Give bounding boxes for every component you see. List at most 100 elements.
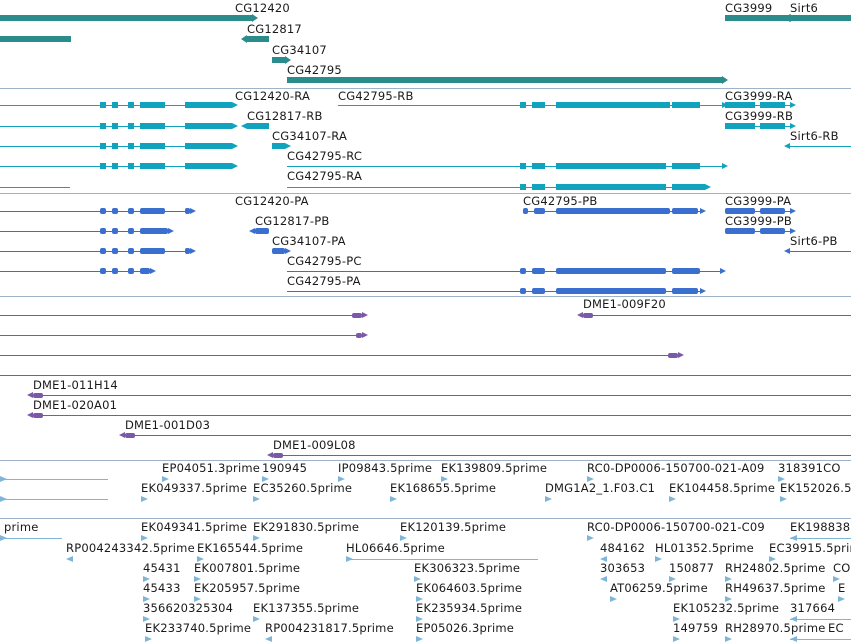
arrow-right-icon — [722, 76, 728, 84]
track-est2: prime EK049341.5prime EK291830.5prime EK120… — [0, 518, 851, 643]
exon-block — [556, 288, 666, 294]
feature-label: 190945 — [262, 461, 308, 475]
exon-block — [556, 102, 670, 108]
feature-label: CG12420-RA — [235, 89, 311, 103]
feature-label: 356620325304 — [143, 601, 234, 615]
feature-label: HL06646.5prime — [346, 541, 445, 555]
feature-line — [725, 211, 790, 212]
arrow-left-icon — [577, 312, 583, 318]
exon-block — [0, 15, 252, 21]
exon-block — [128, 248, 134, 254]
feature-label: CG3999-PB — [725, 214, 792, 228]
arrow-right-icon — [145, 636, 152, 642]
exon-block — [790, 15, 851, 21]
feature-label: EK007801.5prime — [194, 561, 301, 575]
feature-label: CG42795-RA — [287, 169, 363, 183]
arrow-left-icon — [784, 143, 790, 149]
exon-block — [532, 184, 545, 190]
arrow-left-icon — [790, 636, 797, 642]
arrow-right-icon — [232, 163, 238, 169]
exon-block — [556, 184, 666, 190]
exon-block — [140, 248, 165, 254]
feature-line — [0, 315, 362, 316]
arrow-right-icon — [587, 535, 594, 541]
feature-line — [0, 187, 70, 188]
feature-label: CG34107 — [272, 43, 327, 57]
exon-block — [534, 208, 545, 214]
feature-label: 484162 — [600, 541, 646, 555]
arrow-right-icon — [253, 616, 260, 622]
exon-block — [185, 143, 232, 149]
arrow-right-icon — [673, 616, 680, 622]
feature-label: CG12817-PB — [255, 214, 330, 228]
exon-block — [725, 15, 790, 21]
arrow-left-icon — [249, 228, 255, 234]
exon-block — [672, 268, 700, 274]
arrow-right-icon — [705, 184, 711, 190]
feature-label: EK233740.5prime — [145, 621, 252, 635]
feature-line — [287, 291, 700, 292]
feature-label: RC0-DP0006-150700-021-C09 — [587, 520, 765, 534]
feature-line — [790, 619, 851, 620]
exon-block — [523, 208, 528, 214]
arrow-right-icon — [362, 332, 368, 338]
arrow-right-icon — [285, 56, 291, 64]
arrow-right-icon — [655, 556, 662, 562]
arrow-right-icon — [141, 496, 148, 502]
exon-block — [185, 163, 232, 169]
exon-block — [112, 268, 118, 274]
feature-label: EK168655.5prime — [390, 481, 497, 495]
feature-line — [0, 335, 362, 336]
feature-label: EK104458.5prime — [669, 481, 776, 495]
arrow-right-icon — [232, 123, 238, 129]
arrow-right-icon — [232, 143, 238, 149]
exon-block — [532, 288, 545, 294]
arrow-left-icon — [600, 556, 607, 562]
arrow-right-icon — [262, 476, 269, 482]
arrow-right-icon — [722, 163, 728, 169]
exon-block — [112, 102, 118, 108]
exon-block — [725, 228, 755, 234]
feature-label: RH24802.5prime — [725, 561, 826, 575]
exon-block — [140, 102, 165, 108]
feature-label: EC35260.5prime — [253, 481, 353, 495]
exon-block — [272, 143, 285, 149]
track-est: EP04051.3prime 190945 IP09843.5prime EK1398… — [0, 460, 851, 643]
feature-line — [125, 435, 851, 436]
arrow-right-icon — [362, 312, 368, 318]
feature-label: prime — [4, 520, 39, 534]
track-proteins: CG12420-PA CG42795-PB CG3999-PA CG12817-PB C… — [0, 193, 851, 296]
track-transcripts: CG12420-RA CG42795-RB CG3999-RA CG12817-RB C… — [0, 88, 851, 193]
feature-label: EK137355.5prime — [253, 601, 360, 615]
arrow-right-icon — [143, 616, 150, 622]
feature-label: CG12420-PA — [235, 194, 309, 208]
arrow-left-icon — [66, 556, 73, 562]
feature-label: CG42795-RC — [287, 149, 363, 163]
exon-block — [100, 268, 106, 274]
arrow-right-icon — [253, 496, 260, 502]
arrow-right-icon — [700, 288, 706, 294]
arrow-left-icon — [241, 123, 247, 129]
exon-block — [33, 413, 43, 418]
arrow-right-icon — [150, 268, 156, 274]
arrow-right-icon — [0, 476, 7, 482]
exon-block — [128, 228, 134, 234]
feature-label: CG12817-RB — [247, 109, 323, 123]
exon-block — [760, 228, 785, 234]
arrow-right-icon — [720, 268, 726, 274]
feature-label: EK049337.5prime — [141, 481, 248, 495]
arrow-right-icon — [441, 476, 448, 482]
feature-line — [725, 105, 790, 106]
feature-line — [0, 499, 108, 500]
feature-line — [790, 639, 851, 640]
feature-label: DME1-009F20 — [583, 297, 666, 311]
track-bacs: DME1-009F20 DME1-011H14 DME1-020A01 DME1-00… — [0, 296, 851, 460]
arrow-left-icon — [241, 35, 247, 43]
arrow-left-icon — [600, 576, 607, 582]
feature-label: CG3999-PA — [725, 194, 792, 208]
feature-label: 318391CO — [778, 461, 841, 475]
arrow-right-icon — [232, 102, 238, 108]
exon-block — [128, 143, 134, 149]
exon-block — [672, 288, 698, 294]
feature-label: CG42795-PB — [523, 194, 598, 208]
